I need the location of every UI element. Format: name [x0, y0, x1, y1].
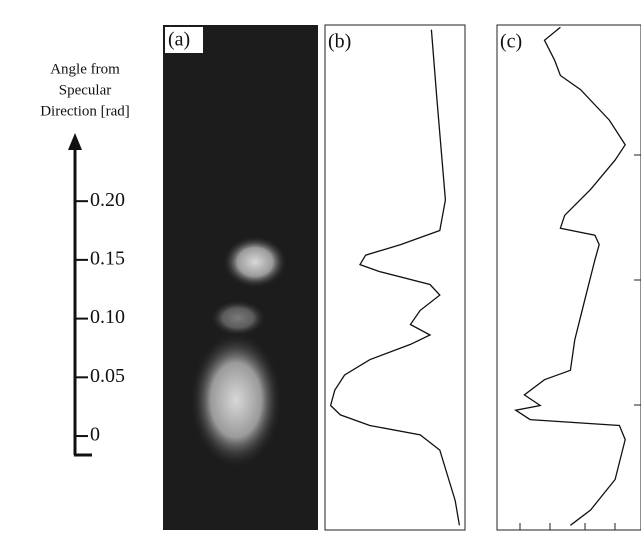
- tick-label: 0.15: [90, 247, 125, 269]
- tick-label: 0.10: [90, 306, 125, 328]
- panel-label: (a): [168, 29, 190, 51]
- axis-label: Specular: [59, 82, 111, 98]
- image-spot: [223, 236, 287, 288]
- image-spot: [210, 300, 266, 336]
- profile-frame: [496, 24, 641, 531]
- axis-label: Angle from: [50, 61, 120, 77]
- tick-label: 0.20: [90, 189, 125, 211]
- profile-line: [329, 29, 461, 526]
- profile-line: [513, 26, 626, 526]
- panel-label: (b): [328, 31, 351, 53]
- axis-arrow: [68, 133, 82, 150]
- profile-frame: [324, 24, 466, 531]
- label-box: [165, 27, 203, 53]
- tick-label: 0.05: [90, 365, 125, 387]
- axis-label: Direction [rad]: [40, 103, 130, 119]
- panel-label: (c): [500, 31, 522, 53]
- frame-ticks: [519, 154, 641, 530]
- tick-label: 0: [90, 424, 100, 446]
- image-spot: [190, 332, 282, 468]
